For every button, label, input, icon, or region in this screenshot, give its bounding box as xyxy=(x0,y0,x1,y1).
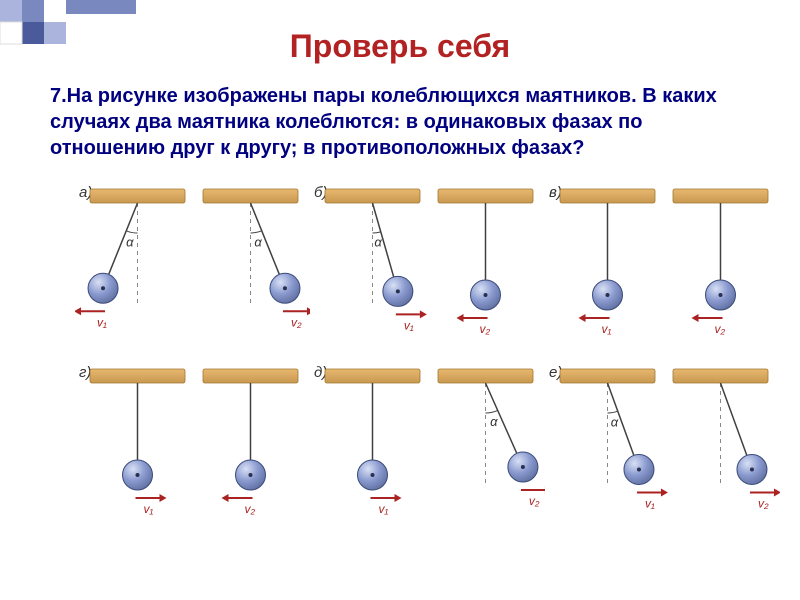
svg-text:v₂: v₂ xyxy=(245,502,256,516)
pendulum-pair-e: е)αv₁v₂ xyxy=(545,361,780,536)
svg-text:v₂: v₂ xyxy=(480,322,491,336)
pendulum-pair-v: в)v₁v₂ xyxy=(545,181,780,356)
svg-text:v₁: v₁ xyxy=(602,322,612,336)
svg-text:v₁: v₁ xyxy=(645,496,655,510)
corner-decoration xyxy=(0,0,140,45)
pendulum-pair-a: а)αv₁αv₂ xyxy=(75,181,310,356)
svg-text:α: α xyxy=(254,234,262,249)
svg-text:v₁: v₁ xyxy=(144,502,154,516)
pendulum-pair-d: д)v₁αv₂ xyxy=(310,361,545,536)
svg-text:v₁: v₁ xyxy=(379,502,389,516)
pendulum-pair-b: б)αv₁v₂ xyxy=(310,181,545,356)
svg-text:α: α xyxy=(126,234,134,249)
svg-text:v₁: v₁ xyxy=(404,318,414,332)
diagram-grid: а)αv₁αv₂б)αv₁v₂в)v₁v₂г)v₁v₂д)v₁αv₂е)αv₁v… xyxy=(0,181,800,541)
svg-text:v₂: v₂ xyxy=(758,496,769,510)
pendulum-pair-g: г) v₁ v₂ xyxy=(75,361,310,536)
svg-text:α: α xyxy=(490,414,498,429)
svg-text:v₂: v₂ xyxy=(291,315,302,329)
svg-text:v₂: v₂ xyxy=(529,494,540,508)
svg-text:v₂: v₂ xyxy=(715,322,726,336)
svg-text:α: α xyxy=(374,235,382,250)
svg-text:г): г) xyxy=(79,364,91,381)
corner-squares-icon xyxy=(0,0,140,45)
question-text: 7.На рисунке изображены пары колеблющихс… xyxy=(0,83,800,161)
svg-text:α: α xyxy=(611,414,619,429)
svg-text:v₁: v₁ xyxy=(97,315,107,329)
